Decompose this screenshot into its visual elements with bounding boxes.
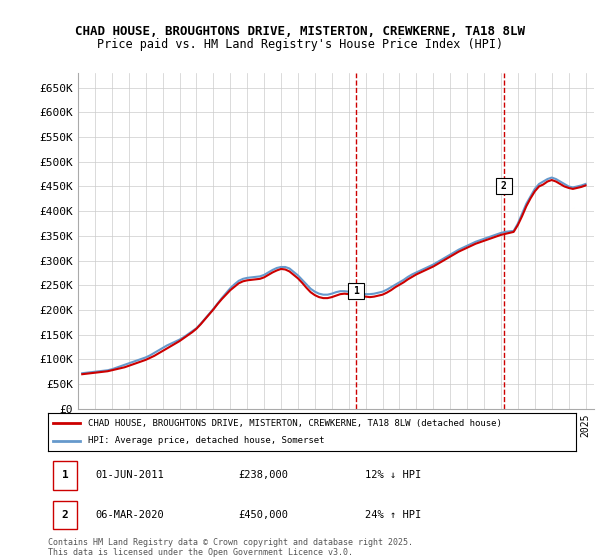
Text: CHAD HOUSE, BROUGHTONS DRIVE, MISTERTON, CREWKERNE, TA18 8LW: CHAD HOUSE, BROUGHTONS DRIVE, MISTERTON,… — [75, 25, 525, 38]
Text: 24% ↑ HPI: 24% ↑ HPI — [365, 510, 421, 520]
Text: 2: 2 — [501, 181, 507, 192]
Text: 1: 1 — [353, 286, 359, 296]
Text: 12% ↓ HPI: 12% ↓ HPI — [365, 470, 421, 480]
Text: Price paid vs. HM Land Registry's House Price Index (HPI): Price paid vs. HM Land Registry's House … — [97, 38, 503, 51]
Text: 2: 2 — [62, 510, 68, 520]
Text: £450,000: £450,000 — [238, 510, 288, 520]
Text: £238,000: £238,000 — [238, 470, 288, 480]
Text: HPI: Average price, detached house, Somerset: HPI: Average price, detached house, Some… — [88, 436, 324, 445]
FancyBboxPatch shape — [53, 461, 77, 489]
Text: Contains HM Land Registry data © Crown copyright and database right 2025.
This d: Contains HM Land Registry data © Crown c… — [48, 538, 413, 557]
Text: 01-JUN-2011: 01-JUN-2011 — [95, 470, 164, 480]
Text: CHAD HOUSE, BROUGHTONS DRIVE, MISTERTON, CREWKERNE, TA18 8LW (detached house): CHAD HOUSE, BROUGHTONS DRIVE, MISTERTON,… — [88, 418, 502, 427]
Text: 1: 1 — [62, 470, 68, 480]
Text: 06-MAR-2020: 06-MAR-2020 — [95, 510, 164, 520]
FancyBboxPatch shape — [53, 501, 77, 529]
